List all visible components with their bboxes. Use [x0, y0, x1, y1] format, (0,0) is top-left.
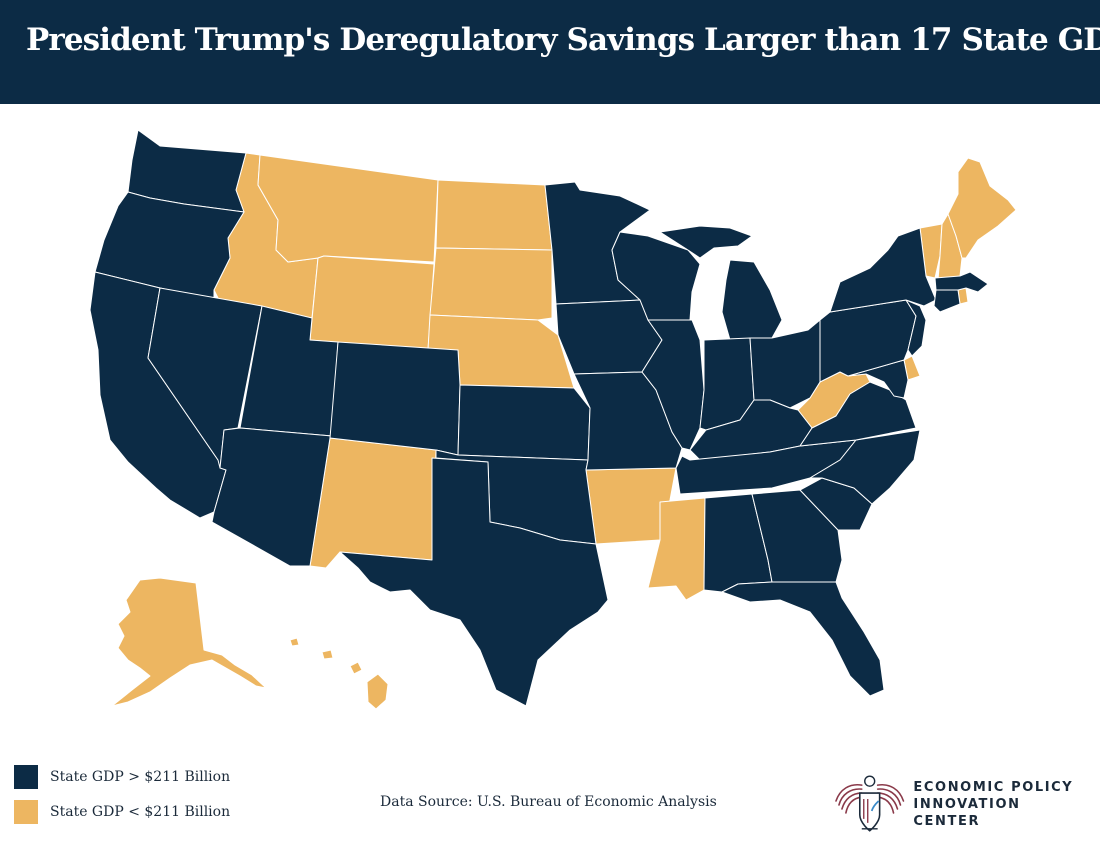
state-new-jersey — [905, 299, 927, 357]
state-new-york — [829, 227, 937, 313]
logo-line-1: ECONOMIC POLICY — [913, 779, 1074, 795]
state-massachusetts — [934, 271, 989, 293]
legend-item-below: State GDP < $211 Billion — [14, 797, 230, 827]
state-illinois — [641, 319, 705, 451]
legend-label-above: State GDP > $211 Billion — [50, 769, 231, 785]
us-map — [0, 104, 1100, 744]
legend-swatch-above — [14, 765, 38, 789]
state-oregon — [94, 191, 245, 301]
header-bar: President Trump's Deregulatory Savings L… — [0, 0, 1100, 104]
us-map-svg — [89, 129, 1017, 710]
legend-swatch-below — [14, 800, 38, 824]
state-connecticut — [933, 289, 961, 313]
state-maryland — [847, 359, 909, 399]
legend-item-above: State GDP > $211 Billion — [14, 762, 230, 792]
state-hawaii-maui — [349, 661, 363, 675]
logo-line-2: INNOVATION CENTER — [913, 796, 1021, 829]
state-north-dakota — [435, 179, 553, 251]
state-colorado — [329, 341, 461, 456]
data-source: Data Source: U.S. Bureau of Economic Ana… — [380, 794, 717, 810]
state-wyoming — [309, 255, 435, 351]
legend-label-below: State GDP < $211 Billion — [50, 804, 231, 820]
state-alaska — [111, 577, 267, 707]
state-michigan-upper — [659, 225, 753, 259]
state-hawaii-kauai — [289, 637, 300, 647]
state-montana — [257, 154, 439, 263]
state-virginia — [799, 381, 917, 447]
state-hawaii-big — [366, 673, 389, 710]
logo: ECONOMIC POLICY INNOVATION CENTER — [832, 770, 1092, 838]
states-above — [89, 129, 989, 707]
state-michigan-lower — [721, 259, 783, 341]
legend: State GDP > $211 Billion State GDP < $21… — [14, 762, 230, 832]
state-texas — [339, 457, 609, 707]
state-north-carolina — [809, 429, 921, 505]
states-below — [111, 152, 1017, 710]
eagle-shield-icon — [835, 775, 905, 832]
state-florida — [721, 581, 885, 697]
state-maine — [947, 157, 1017, 259]
state-kansas — [457, 384, 591, 461]
logo-text: ECONOMIC POLICY INNOVATION CENTER — [913, 779, 1092, 830]
state-new-mexico — [309, 437, 437, 569]
state-south-dakota — [429, 247, 553, 321]
state-kentucky — [689, 399, 813, 461]
state-hawaii-oahu — [321, 649, 334, 660]
page-title: President Trump's Deregulatory Savings L… — [26, 22, 1100, 58]
